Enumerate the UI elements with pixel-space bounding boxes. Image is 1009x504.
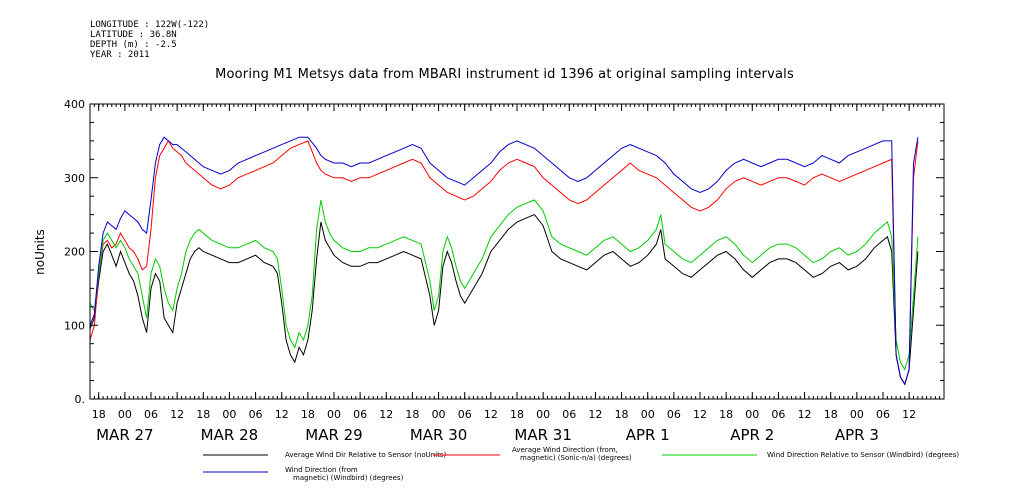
x-tick-label: 12 bbox=[170, 408, 184, 421]
metadata-block: LONGITUDE : 122W(-122) LATITUDE : 36.8N … bbox=[90, 20, 209, 60]
x-tick-label: 18 bbox=[301, 408, 315, 421]
x-day-label: APR 3 bbox=[835, 426, 879, 444]
depth-label: DEPTH (m) : -2.5 bbox=[90, 40, 177, 50]
x-tick-label: 06 bbox=[249, 408, 263, 421]
x-tick-label: 00 bbox=[745, 408, 759, 421]
x-tick-label: 06 bbox=[458, 408, 472, 421]
x-tick-label: 00 bbox=[327, 408, 341, 421]
y-tick-label: 200 bbox=[64, 246, 85, 259]
year-label: YEAR : 2011 bbox=[90, 50, 150, 60]
chart-title: Mooring M1 Metsys data from MBARI instru… bbox=[215, 67, 794, 82]
x-day-label: MAR 29 bbox=[305, 426, 362, 444]
legend-label-3: Wind Direction Relative to Sensor (Windb… bbox=[767, 451, 959, 459]
legend-label-1: Average Wind Dir Relative to Sensor (noU… bbox=[285, 451, 446, 459]
x-tick-label: 06 bbox=[667, 408, 681, 421]
x-day-label: APR 1 bbox=[626, 426, 670, 444]
x-day-label: MAR 31 bbox=[514, 426, 571, 444]
x-tick-label: 18 bbox=[824, 408, 838, 421]
x-tick-label: 00 bbox=[641, 408, 655, 421]
x-tick-label: 06 bbox=[562, 408, 576, 421]
y-axis-label: noUnits bbox=[33, 229, 47, 275]
legend: Average Wind Dir Relative to Sensor (noU… bbox=[203, 446, 959, 482]
x-day-label: APR 2 bbox=[730, 426, 774, 444]
x-day-label: MAR 30 bbox=[410, 426, 467, 444]
x-tick-label: 18 bbox=[510, 408, 524, 421]
series-line-4 bbox=[89, 136, 919, 386]
series-line-3 bbox=[89, 199, 919, 371]
x-tick-label: 00 bbox=[536, 408, 550, 421]
x-tick-label: 06 bbox=[771, 408, 785, 421]
x-day-label: MAR 28 bbox=[201, 426, 258, 444]
x-tick-label: 06 bbox=[876, 408, 890, 421]
y-tick-label: 400 bbox=[64, 98, 85, 111]
x-tick-label: 00 bbox=[850, 408, 864, 421]
legend-label-2: magnetic) (Sonic-n/a) (degrees) bbox=[520, 454, 632, 462]
x-tick-label: 18 bbox=[719, 408, 733, 421]
axes-layer: 18 00 06 12 18 00 06 12 18 00 06 12 18 00 06 12 18 00 06 12… bbox=[64, 98, 945, 444]
longitude-label: LONGITUDE : 122W(-122) bbox=[90, 20, 210, 30]
x-tick-label: 00 bbox=[118, 408, 132, 421]
series-line-1 bbox=[89, 213, 919, 386]
x-tick-label: 12 bbox=[798, 408, 812, 421]
x-tick-label: 18 bbox=[196, 408, 210, 421]
x-tick-label: 18 bbox=[405, 408, 419, 421]
x-tick-label: 06 bbox=[353, 408, 367, 421]
x-tick-label: 18 bbox=[615, 408, 629, 421]
x-tick-label: 06 bbox=[144, 408, 158, 421]
legend-label-2: Average Wind Direction (from, bbox=[512, 446, 618, 454]
x-tick-label: 12 bbox=[693, 408, 707, 421]
plot-frame bbox=[89, 103, 945, 400]
y-tick-label: 300 bbox=[64, 172, 85, 185]
x-tick-label: 18 bbox=[92, 408, 106, 421]
x-tick-label: 12 bbox=[902, 408, 916, 421]
x-day-label: MAR 27 bbox=[96, 426, 153, 444]
legend-label-4: magnetic) (Windbird) (degrees) bbox=[293, 474, 404, 482]
x-tick-label: 12 bbox=[379, 408, 393, 421]
series-line-2 bbox=[89, 139, 919, 386]
y-tick-label: 100 bbox=[64, 319, 85, 332]
y-tick-label: 0. bbox=[75, 393, 86, 406]
legend-label-4: Wind Direction (from bbox=[285, 466, 358, 474]
x-tick-label: 00 bbox=[432, 408, 446, 421]
x-tick-label: 12 bbox=[588, 408, 602, 421]
x-tick-label: 12 bbox=[275, 408, 289, 421]
series-layer bbox=[89, 136, 919, 386]
x-tick-label: 00 bbox=[222, 408, 236, 421]
x-tick-label: 12 bbox=[484, 408, 498, 421]
latitude-label: LATITUDE : 36.8N bbox=[90, 30, 177, 40]
